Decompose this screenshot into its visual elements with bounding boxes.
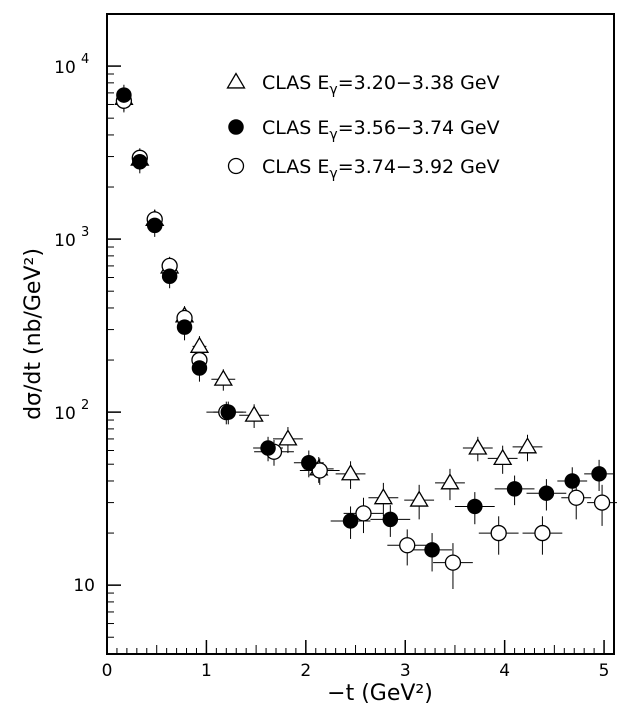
y-tick-label: 10 xyxy=(54,58,76,78)
legend-label: CLAS Eγ=3.56−3.74 GeV xyxy=(262,117,500,143)
data-point xyxy=(440,473,460,490)
data-point xyxy=(490,524,507,542)
data-point xyxy=(444,554,462,571)
x-tick-label: 1 xyxy=(201,661,212,681)
data-point xyxy=(568,489,585,506)
data-point xyxy=(493,448,513,466)
data-point xyxy=(409,490,429,507)
data-point xyxy=(538,485,555,501)
data-point xyxy=(424,542,440,558)
data-point xyxy=(161,268,178,284)
data-point xyxy=(382,511,399,528)
legend-label: CLAS Eγ=3.20−3.38 GeV xyxy=(262,72,500,98)
legend-marker xyxy=(227,157,245,175)
data-point xyxy=(517,437,538,454)
data-point xyxy=(189,336,210,353)
legend-marker xyxy=(226,72,246,89)
y-tick-label: 10 xyxy=(54,231,76,251)
y-tick-exponent: 3 xyxy=(81,225,89,240)
data-point xyxy=(506,481,523,497)
plot-frame xyxy=(106,13,615,655)
data-point xyxy=(191,360,208,376)
y-axis-ticks: 10 10 2 10 3 10 4 xyxy=(54,13,121,655)
data-point xyxy=(355,505,372,522)
data-point xyxy=(340,464,361,481)
data-point xyxy=(146,217,163,234)
x-axis-ticks: 0 1 2 3 4 5 xyxy=(102,640,615,681)
data-point xyxy=(468,438,488,455)
data-markers xyxy=(114,87,611,571)
data-point xyxy=(213,369,233,386)
x-tick-label: 0 xyxy=(102,661,113,681)
data-point xyxy=(593,494,611,511)
y-tick-label: 10 xyxy=(54,404,76,424)
y-tick-label: 10 xyxy=(73,576,95,596)
data-point xyxy=(278,429,298,446)
x-tick-label: 2 xyxy=(300,661,311,681)
x-tick-label: 5 xyxy=(599,661,610,681)
x-tick-label: 3 xyxy=(400,661,411,681)
data-point xyxy=(260,440,276,456)
data-point xyxy=(176,319,193,335)
data-point xyxy=(116,87,132,103)
legend-marker xyxy=(228,119,244,135)
y-axis-title: dσ/dt (nb/GeV²) xyxy=(21,248,46,420)
y-tick-exponent: 2 xyxy=(81,398,89,413)
legend-label: CLAS Eγ=3.74−3.92 GeV xyxy=(262,156,500,182)
data-point xyxy=(399,537,416,554)
y-tick-exponent: 4 xyxy=(81,52,89,67)
data-point xyxy=(220,404,237,420)
x-tick-label: 4 xyxy=(499,661,510,681)
data-point xyxy=(342,513,359,529)
data-point xyxy=(244,405,264,422)
data-point xyxy=(534,524,551,542)
x-axis-title: −t (GeV²) xyxy=(327,681,433,706)
data-point xyxy=(373,487,394,505)
data-point xyxy=(311,462,328,479)
data-point xyxy=(564,473,580,489)
data-point xyxy=(301,454,317,471)
data-point xyxy=(467,498,483,515)
data-point xyxy=(591,466,607,482)
data-point xyxy=(132,153,148,170)
legend: CLAS Eγ=3.20−3.38 GeV CLAS Eγ=3.56−3.74 G… xyxy=(226,72,500,182)
